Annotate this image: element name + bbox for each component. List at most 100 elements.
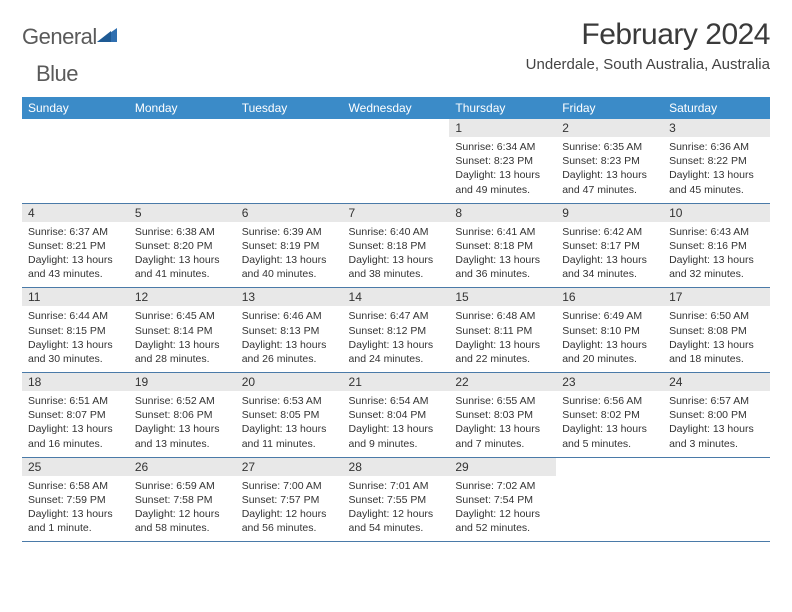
daylight-line: Daylight: 13 hours and 38 minutes.	[349, 253, 444, 281]
day-number: 18	[22, 373, 129, 392]
day-cell: Sunrise: 6:39 AMSunset: 8:19 PMDaylight:…	[236, 222, 343, 288]
sunset-line: Sunset: 8:19 PM	[242, 239, 337, 253]
day-number	[22, 119, 129, 137]
sunset-line: Sunset: 8:04 PM	[349, 408, 444, 422]
day-body-row: Sunrise: 6:58 AMSunset: 7:59 PMDaylight:…	[22, 476, 770, 542]
sunrise-line: Sunrise: 6:54 AM	[349, 394, 444, 408]
daylight-line: Daylight: 13 hours and 49 minutes.	[455, 168, 550, 196]
sunset-line: Sunset: 8:23 PM	[562, 154, 657, 168]
sunrise-line: Sunrise: 7:00 AM	[242, 479, 337, 493]
sunrise-line: Sunrise: 6:41 AM	[455, 225, 550, 239]
sunset-line: Sunset: 8:05 PM	[242, 408, 337, 422]
day-cell: Sunrise: 6:46 AMSunset: 8:13 PMDaylight:…	[236, 306, 343, 372]
daylight-line: Daylight: 12 hours and 52 minutes.	[455, 507, 550, 535]
day-number-row: 123	[22, 119, 770, 137]
day-number: 5	[129, 203, 236, 222]
sunset-line: Sunset: 8:00 PM	[669, 408, 764, 422]
day-cell: Sunrise: 6:59 AMSunset: 7:58 PMDaylight:…	[129, 476, 236, 542]
title-block: February 2024 Underdale, South Australia…	[526, 18, 770, 73]
day-number	[236, 119, 343, 137]
sunrise-line: Sunrise: 6:53 AM	[242, 394, 337, 408]
day-cell: Sunrise: 6:52 AMSunset: 8:06 PMDaylight:…	[129, 391, 236, 457]
day-number-row: 2526272829	[22, 457, 770, 476]
daylight-line: Daylight: 13 hours and 16 minutes.	[28, 422, 123, 450]
day-cell: Sunrise: 6:47 AMSunset: 8:12 PMDaylight:…	[343, 306, 450, 372]
daylight-line: Daylight: 13 hours and 43 minutes.	[28, 253, 123, 281]
daylight-line: Daylight: 13 hours and 1 minute.	[28, 507, 123, 535]
day-cell: Sunrise: 7:02 AMSunset: 7:54 PMDaylight:…	[449, 476, 556, 542]
day-cell	[236, 137, 343, 203]
weekday-header: Thursday	[449, 97, 556, 119]
day-body-row: Sunrise: 6:34 AM Sunset: 8:23 PM Daylight:…	[22, 137, 770, 203]
daylight-line: Daylight: 13 hours and 34 minutes.	[562, 253, 657, 281]
day-number: 21	[343, 373, 450, 392]
day-number: 6	[236, 203, 343, 222]
sunset-line: Sunset: 8:03 PM	[455, 408, 550, 422]
day-number: 9	[556, 203, 663, 222]
day-number: 10	[663, 203, 770, 222]
daylight-line: Daylight: 13 hours and 24 minutes.	[349, 338, 444, 366]
sunset-line: Sunset: 8:12 PM	[349, 324, 444, 338]
day-number: 8	[449, 203, 556, 222]
sunrise-line: Sunrise: 7:01 AM	[349, 479, 444, 493]
daylight-line: Daylight: 13 hours and 7 minutes.	[455, 422, 550, 450]
day-number: 16	[556, 288, 663, 307]
daylight-line: Daylight: 13 hours and 26 minutes.	[242, 338, 337, 366]
daylight-line: Daylight: 13 hours and 32 minutes.	[669, 253, 764, 281]
day-cell: Sunrise: 6:49 AMSunset: 8:10 PMDaylight:…	[556, 306, 663, 372]
sunset-line: Sunset: 8:10 PM	[562, 324, 657, 338]
sunset-line: Sunset: 8:22 PM	[669, 154, 764, 168]
day-cell: Sunrise: 6:35 AMSunset: 8:23 PMDaylight:…	[556, 137, 663, 203]
weekday-header: Sunday	[22, 97, 129, 119]
sunset-line: Sunset: 7:59 PM	[28, 493, 123, 507]
sunset-line: Sunset: 8:16 PM	[669, 239, 764, 253]
day-number: 4	[22, 203, 129, 222]
sunset-line: Sunset: 8:02 PM	[562, 408, 657, 422]
day-number: 17	[663, 288, 770, 307]
sunrise-line: Sunrise: 6:50 AM	[669, 309, 764, 323]
day-number: 3	[663, 119, 770, 137]
weekday-header: Wednesday	[343, 97, 450, 119]
sunrise-line: Sunrise: 6:51 AM	[28, 394, 123, 408]
day-cell: Sunrise: 6:40 AMSunset: 8:18 PMDaylight:…	[343, 222, 450, 288]
day-cell: Sunrise: 6:51 AMSunset: 8:07 PMDaylight:…	[22, 391, 129, 457]
daylight-line: Daylight: 12 hours and 58 minutes.	[135, 507, 230, 535]
day-number	[556, 457, 663, 476]
calendar-table: Sunday Monday Tuesday Wednesday Thursday…	[22, 97, 770, 542]
sunrise-line: Sunrise: 6:34 AM	[455, 140, 550, 154]
sunrise-line: Sunrise: 6:39 AM	[242, 225, 337, 239]
day-cell: Sunrise: 6:54 AMSunset: 8:04 PMDaylight:…	[343, 391, 450, 457]
daylight-line: Daylight: 13 hours and 13 minutes.	[135, 422, 230, 450]
day-cell: Sunrise: 6:48 AMSunset: 8:11 PMDaylight:…	[449, 306, 556, 372]
daylight-line: Daylight: 13 hours and 36 minutes.	[455, 253, 550, 281]
day-cell: Sunrise: 6:56 AMSunset: 8:02 PMDaylight:…	[556, 391, 663, 457]
day-number	[663, 457, 770, 476]
day-cell	[129, 137, 236, 203]
day-number: 24	[663, 373, 770, 392]
day-cell	[663, 476, 770, 542]
sunset-line: Sunset: 7:55 PM	[349, 493, 444, 507]
sunrise-line: Sunrise: 6:47 AM	[349, 309, 444, 323]
day-cell	[343, 137, 450, 203]
day-number-row: 18192021222324	[22, 373, 770, 392]
sunrise-line: Sunrise: 6:43 AM	[669, 225, 764, 239]
sunrise-line: Sunrise: 6:37 AM	[28, 225, 123, 239]
daylight-line: Daylight: 13 hours and 30 minutes.	[28, 338, 123, 366]
sunrise-line: Sunrise: 6:38 AM	[135, 225, 230, 239]
day-number: 7	[343, 203, 450, 222]
sunset-line: Sunset: 8:11 PM	[455, 324, 550, 338]
sunrise-line: Sunrise: 6:57 AM	[669, 394, 764, 408]
sunrise-line: Sunrise: 6:36 AM	[669, 140, 764, 154]
sunrise-line: Sunrise: 6:42 AM	[562, 225, 657, 239]
day-cell: Sunrise: 6:50 AMSunset: 8:08 PMDaylight:…	[663, 306, 770, 372]
day-number: 27	[236, 457, 343, 476]
sunset-line: Sunset: 7:54 PM	[455, 493, 550, 507]
day-cell: Sunrise: 6:34 AMSunset: 8:23 PMDaylight:…	[449, 137, 556, 203]
sunset-line: Sunset: 8:17 PM	[562, 239, 657, 253]
day-cell: Sunrise: 7:01 AMSunset: 7:55 PMDaylight:…	[343, 476, 450, 542]
sunset-line: Sunset: 8:21 PM	[28, 239, 123, 253]
daylight-line: Daylight: 13 hours and 9 minutes.	[349, 422, 444, 450]
day-number: 25	[22, 457, 129, 476]
logo: General	[22, 24, 121, 50]
day-cell: Sunrise: 6:41 AMSunset: 8:18 PMDaylight:…	[449, 222, 556, 288]
